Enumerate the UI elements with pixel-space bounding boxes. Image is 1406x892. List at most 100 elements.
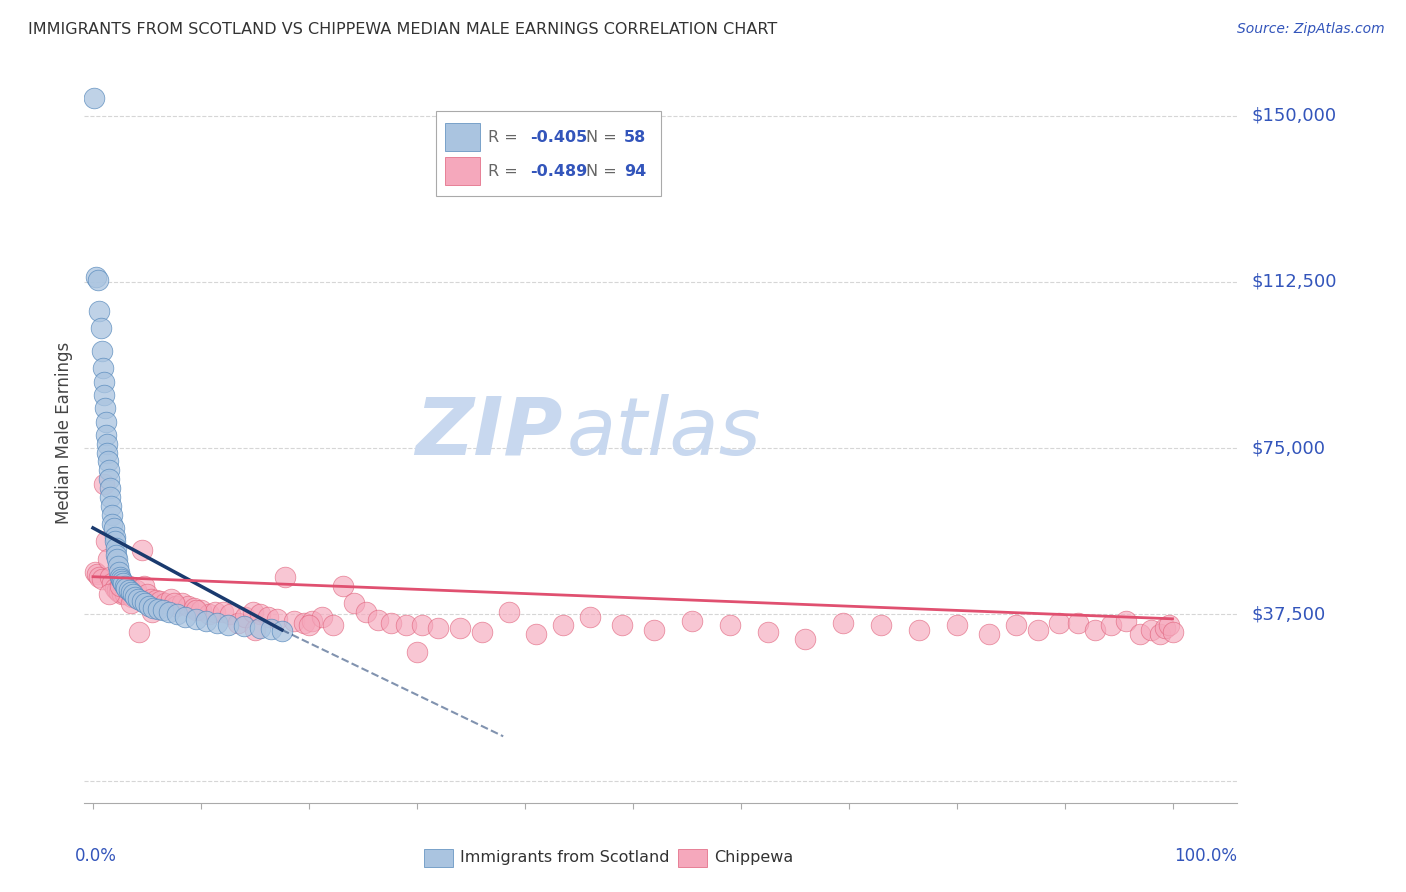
- FancyBboxPatch shape: [446, 157, 479, 186]
- Point: [242, 605, 264, 619]
- Point: [142, 600, 165, 615]
- Point: [184, 603, 207, 617]
- Point: [332, 578, 354, 592]
- Point: [870, 618, 893, 632]
- Point: [94, 427, 117, 442]
- Point: [233, 619, 256, 633]
- Point: [84, 270, 107, 285]
- Text: IMMIGRANTS FROM SCOTLAND VS CHIPPEWA MEDIAN MALE EARNINGS CORRELATION CHART: IMMIGRANTS FROM SCOTLAND VS CHIPPEWA MED…: [28, 22, 778, 37]
- Point: [141, 591, 163, 606]
- Point: [103, 534, 125, 549]
- Point: [354, 605, 377, 619]
- Point: [551, 618, 574, 632]
- Point: [205, 616, 228, 631]
- Point: [93, 388, 115, 402]
- Point: [756, 625, 779, 640]
- Text: $75,000: $75,000: [1251, 439, 1326, 457]
- Text: -0.405: -0.405: [530, 130, 588, 145]
- Point: [124, 590, 146, 604]
- Point: [322, 617, 344, 632]
- Point: [681, 614, 703, 628]
- Point: [90, 572, 112, 586]
- Point: [183, 600, 205, 615]
- Text: -0.489: -0.489: [530, 164, 588, 179]
- Point: [1084, 623, 1107, 637]
- Point: [794, 632, 817, 646]
- Point: [98, 587, 121, 601]
- Point: [197, 607, 219, 622]
- Point: [101, 576, 124, 591]
- Point: [498, 605, 520, 619]
- Point: [177, 599, 200, 613]
- Point: [84, 566, 107, 580]
- Point: [166, 607, 188, 622]
- Point: [170, 596, 193, 610]
- Text: 58: 58: [624, 130, 647, 145]
- Point: [1140, 623, 1163, 637]
- Point: [105, 582, 128, 597]
- Point: [718, 618, 741, 632]
- Point: [93, 476, 115, 491]
- Point: [90, 343, 112, 358]
- Point: [89, 570, 111, 584]
- Point: [190, 603, 212, 617]
- Point: [121, 590, 143, 604]
- Point: [155, 596, 177, 610]
- Point: [136, 587, 159, 601]
- Text: N =: N =: [586, 130, 621, 145]
- Text: $37,500: $37,500: [1251, 606, 1326, 624]
- Text: $150,000: $150,000: [1251, 107, 1336, 125]
- Point: [89, 303, 111, 318]
- Point: [298, 618, 321, 632]
- Text: atlas: atlas: [567, 393, 761, 472]
- Point: [120, 596, 142, 610]
- Point: [1159, 618, 1181, 632]
- Point: [271, 624, 294, 638]
- Text: R =: R =: [488, 130, 523, 145]
- Point: [449, 621, 471, 635]
- Point: [132, 578, 155, 592]
- Point: [128, 625, 150, 640]
- Point: [195, 614, 218, 628]
- Point: [98, 463, 121, 477]
- Y-axis label: Median Male Earnings: Median Male Earnings: [55, 342, 73, 524]
- Point: [100, 499, 122, 513]
- Point: [163, 596, 186, 610]
- Point: [204, 605, 226, 619]
- Point: [260, 622, 283, 636]
- Point: [266, 612, 288, 626]
- Point: [138, 599, 160, 613]
- Point: [211, 605, 233, 619]
- Point: [149, 594, 172, 608]
- Point: [243, 623, 266, 637]
- Point: [114, 578, 136, 592]
- Point: [165, 599, 187, 613]
- Point: [87, 273, 110, 287]
- Point: [115, 581, 138, 595]
- Point: [643, 623, 665, 637]
- Point: [111, 587, 134, 601]
- Point: [94, 534, 117, 549]
- Point: [145, 592, 167, 607]
- Point: [105, 552, 128, 566]
- Point: [1026, 623, 1049, 637]
- Point: [249, 621, 271, 635]
- Point: [1047, 616, 1070, 631]
- Point: [257, 609, 280, 624]
- Point: [98, 490, 121, 504]
- Text: 94: 94: [624, 164, 647, 179]
- Point: [1129, 627, 1152, 641]
- Point: [217, 617, 239, 632]
- FancyBboxPatch shape: [678, 848, 707, 867]
- Point: [977, 627, 1000, 641]
- Point: [945, 618, 967, 632]
- Point: [117, 578, 139, 592]
- Point: [111, 574, 134, 588]
- FancyBboxPatch shape: [436, 111, 661, 195]
- Point: [1154, 621, 1177, 635]
- Point: [108, 570, 131, 584]
- Point: [219, 607, 242, 622]
- Point: [343, 596, 366, 610]
- Point: [226, 616, 249, 631]
- Point: [152, 603, 174, 617]
